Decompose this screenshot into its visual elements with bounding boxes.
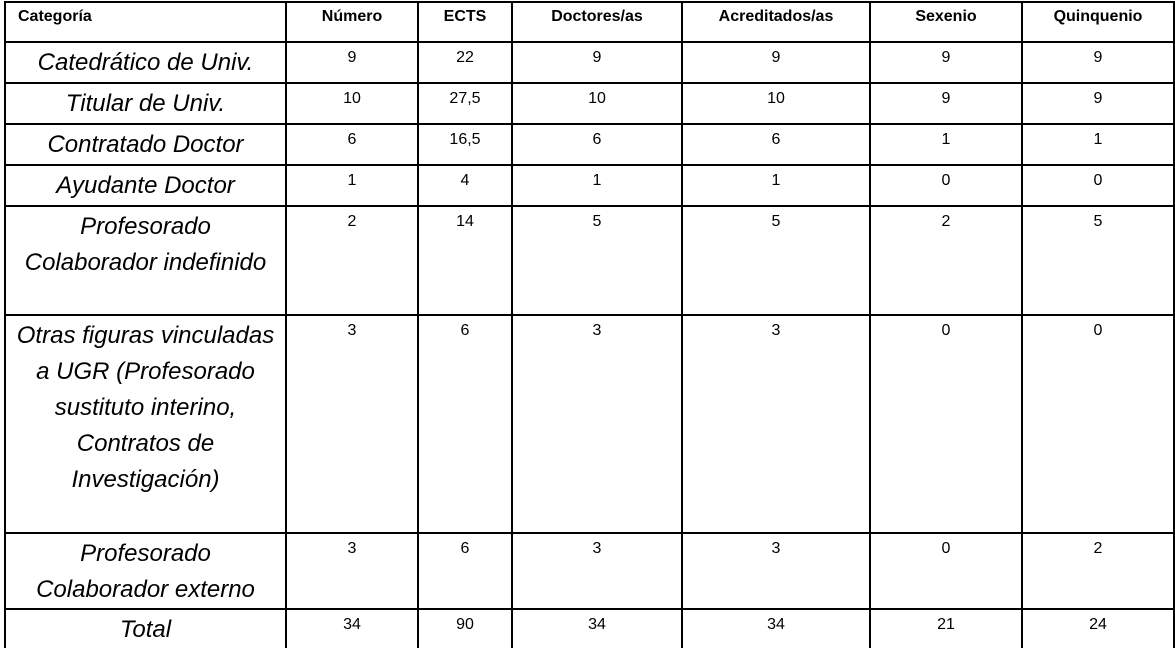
cell-quinquenio: 1 — [1021, 123, 1175, 166]
cell-categoria: Catedrático de Univ. — [4, 41, 287, 84]
cell-doctores: 3 — [511, 532, 683, 610]
header-categoria: Categoría — [4, 1, 287, 43]
cell-numero: 10 — [285, 82, 419, 125]
table-row-total: Total 34 90 34 34 21 24 — [4, 608, 1175, 648]
cell-doctores: 1 — [511, 164, 683, 207]
cell-acreditados: 9 — [681, 41, 871, 84]
table-row: Catedrático de Univ. 9 22 9 9 9 9 — [4, 41, 1175, 84]
cell-quinquenio: 9 — [1021, 41, 1175, 84]
cell-doctores: 3 — [511, 314, 683, 534]
table-row: Otras figuras vinculadas a UGR (Profesor… — [4, 314, 1175, 534]
cell-numero: 3 — [285, 314, 419, 534]
cell-acreditados: 3 — [681, 314, 871, 534]
cell-sexenio: 9 — [869, 82, 1023, 125]
table-row: Contratado Doctor 6 16,5 6 6 1 1 — [4, 123, 1175, 166]
cell-sexenio: 9 — [869, 41, 1023, 84]
faculty-table: Categoría Número ECTS Doctores/as Acredi… — [4, 1, 1175, 648]
cell-quinquenio: 0 — [1021, 164, 1175, 207]
cell-acreditados: 1 — [681, 164, 871, 207]
cell-doctores: 5 — [511, 205, 683, 316]
cell-ects: 6 — [417, 532, 513, 610]
cell-numero: 34 — [285, 608, 419, 648]
cell-sexenio: 1 — [869, 123, 1023, 166]
table-row: Titular de Univ. 10 27,5 10 10 9 9 — [4, 82, 1175, 125]
cell-categoria: Total — [4, 608, 287, 648]
cell-doctores: 9 — [511, 41, 683, 84]
cell-quinquenio: 2 — [1021, 532, 1175, 610]
cell-numero: 6 — [285, 123, 419, 166]
header-quinquenio: Quinquenio — [1021, 1, 1175, 43]
cell-ects: 4 — [417, 164, 513, 207]
cell-sexenio: 2 — [869, 205, 1023, 316]
cell-doctores: 6 — [511, 123, 683, 166]
cell-categoria: Profesorado Colaborador indefinido — [4, 205, 287, 316]
cell-categoria: Otras figuras vinculadas a UGR (Profesor… — [4, 314, 287, 534]
cell-acreditados: 34 — [681, 608, 871, 648]
cell-ects: 16,5 — [417, 123, 513, 166]
cell-quinquenio: 5 — [1021, 205, 1175, 316]
cell-ects: 90 — [417, 608, 513, 648]
cell-categoria: Contratado Doctor — [4, 123, 287, 166]
cell-quinquenio: 9 — [1021, 82, 1175, 125]
cell-sexenio: 0 — [869, 164, 1023, 207]
cell-acreditados: 5 — [681, 205, 871, 316]
cell-ects: 27,5 — [417, 82, 513, 125]
cell-sexenio: 0 — [869, 314, 1023, 534]
cell-acreditados: 6 — [681, 123, 871, 166]
header-sexenio: Sexenio — [869, 1, 1023, 43]
cell-numero: 1 — [285, 164, 419, 207]
table-header-row: Categoría Número ECTS Doctores/as Acredi… — [4, 1, 1175, 43]
table-row: Profesorado Colaborador indefinido 2 14 … — [4, 205, 1175, 316]
table-row: Ayudante Doctor 1 4 1 1 0 0 — [4, 164, 1175, 207]
cell-numero: 2 — [285, 205, 419, 316]
cell-sexenio: 21 — [869, 608, 1023, 648]
header-doctores: Doctores/as — [511, 1, 683, 43]
table-row: Profesorado Colaborador externo 3 6 3 3 … — [4, 532, 1175, 610]
cell-doctores: 34 — [511, 608, 683, 648]
cell-ects: 14 — [417, 205, 513, 316]
cell-sexenio: 0 — [869, 532, 1023, 610]
cell-acreditados: 3 — [681, 532, 871, 610]
cell-acreditados: 10 — [681, 82, 871, 125]
header-acreditados: Acreditados/as — [681, 1, 871, 43]
cell-numero: 9 — [285, 41, 419, 84]
cell-numero: 3 — [285, 532, 419, 610]
cell-quinquenio: 24 — [1021, 608, 1175, 648]
cell-quinquenio: 0 — [1021, 314, 1175, 534]
header-numero: Número — [285, 1, 419, 43]
cell-categoria: Ayudante Doctor — [4, 164, 287, 207]
cell-categoria: Titular de Univ. — [4, 82, 287, 125]
header-ects: ECTS — [417, 1, 513, 43]
cell-ects: 6 — [417, 314, 513, 534]
cell-ects: 22 — [417, 41, 513, 84]
cell-categoria: Profesorado Colaborador externo — [4, 532, 287, 610]
cell-doctores: 10 — [511, 82, 683, 125]
